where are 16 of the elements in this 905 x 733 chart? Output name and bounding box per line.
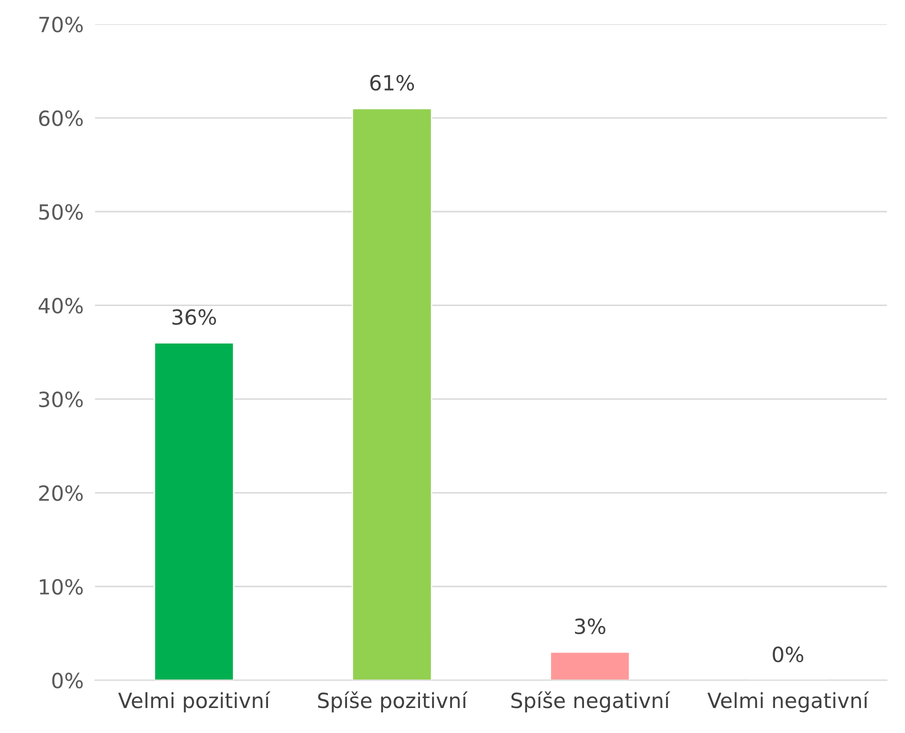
x-tick-label: Velmi negativní: [707, 691, 870, 712]
y-tick-label: 60%: [39, 110, 83, 126]
data-label: 61%: [370, 74, 414, 91]
y-tick-label: 30%: [39, 392, 83, 408]
y-tick-label: 70%: [39, 16, 83, 32]
x-tick-label: Spíše negativní: [511, 691, 670, 712]
data-label: 0%: [772, 646, 804, 662]
y-tick-label: 20%: [39, 485, 83, 501]
y-tick-label: 50%: [39, 204, 83, 220]
data-label: 36%: [172, 309, 216, 325]
y-tick-label: 0%: [52, 672, 83, 688]
data-label: 3%: [575, 618, 606, 634]
y-tick-label: 10%: [40, 578, 83, 595]
x-tick-label: Velmi pozitivní: [118, 691, 271, 712]
x-tick-label: Spíše pozitivní: [318, 691, 468, 712]
y-tick-label: 40%: [38, 298, 83, 314]
